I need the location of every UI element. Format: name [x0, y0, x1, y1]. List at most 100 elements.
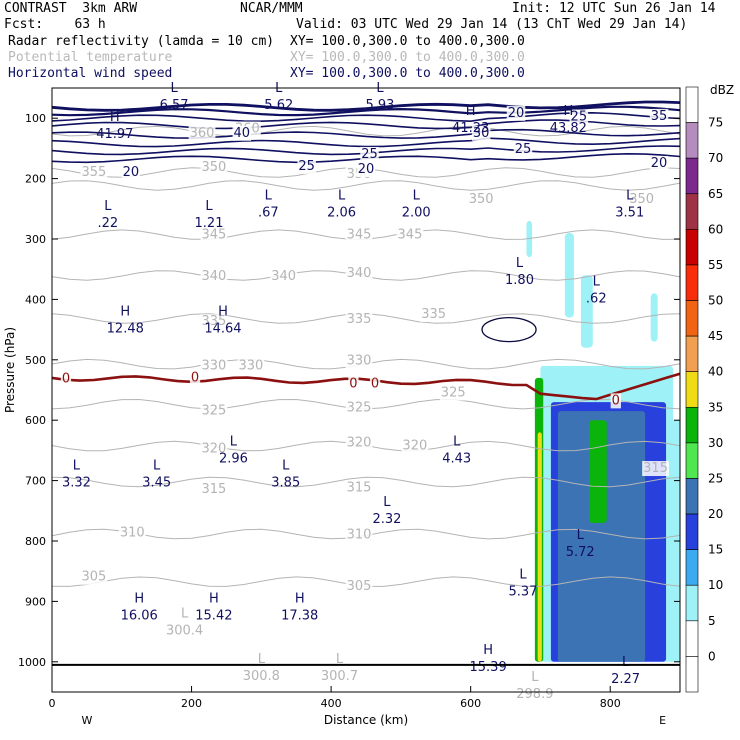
- extremum-kind: L: [205, 199, 213, 214]
- theta-label-bg: [345, 527, 373, 543]
- theta-label: 335: [347, 312, 372, 327]
- extremum-kind: H: [563, 104, 573, 119]
- extremum-value: 3.51: [615, 206, 644, 221]
- theta-label-bg: [188, 125, 216, 141]
- extremum-value: 2.06: [327, 206, 356, 221]
- extremum-value: 5.93: [365, 98, 394, 113]
- reflectivity-streak: [564, 232, 574, 318]
- colorbar-swatch: [685, 656, 699, 693]
- extremum-value: 15.42: [195, 608, 232, 623]
- forecast-hour: Fcst: 63 h: [4, 17, 106, 32]
- zero-line-label: 0: [191, 370, 199, 385]
- zero-line-label-bg: [60, 371, 72, 387]
- wind-label-bg: [232, 125, 252, 141]
- colorbar-swatch: [685, 335, 699, 373]
- colorbar: dBZ 0 5 10 15 20 25 30 35 40 45 50 55 60 65 70 75: [685, 83, 734, 693]
- extremum-kind: H: [110, 110, 120, 125]
- colorbar-swatch: [685, 264, 699, 301]
- reflectivity-streak: [580, 275, 593, 348]
- extremum-value: 1.21: [195, 216, 224, 231]
- theta-label-bg: [270, 268, 298, 284]
- extremum-value: 2.27: [611, 672, 640, 687]
- y-tick-label: 500: [25, 354, 46, 367]
- y-tick-label: 400: [25, 293, 46, 306]
- colorbar-tick-label: 20: [708, 507, 723, 521]
- zero-line-label: 0: [62, 372, 70, 387]
- theta-label-bg: [401, 438, 429, 454]
- extremum-kind: L: [230, 434, 238, 449]
- wind-label: 25: [571, 109, 588, 124]
- theta-label-bg: [345, 480, 373, 496]
- theta-label: 315: [347, 480, 372, 495]
- colorbar-swatch: [685, 86, 699, 123]
- wind-label: 20: [508, 106, 525, 121]
- extremum-value: 3.85: [271, 476, 300, 491]
- colorbar-swatch: [685, 122, 699, 159]
- colorbar-tick-label: 55: [708, 258, 723, 272]
- extremum-kind: L: [73, 459, 81, 474]
- reflectivity-region: [557, 411, 646, 662]
- theta-label-bg: [628, 192, 656, 208]
- extremum-kind: L: [275, 81, 283, 96]
- theta-label-bg: [237, 358, 265, 374]
- wind-line: [51, 100, 681, 112]
- extremum-kind: L: [413, 189, 421, 204]
- extremum-kind: L: [516, 256, 524, 271]
- x-tick-label: 200: [181, 697, 202, 710]
- valid-time: Valid: 03 UTC Wed 29 Jan 14 (13 ChT Wed …: [296, 17, 688, 32]
- x-tick-label: 400: [321, 697, 342, 710]
- colorbar-tick-label: 30: [708, 436, 723, 450]
- wind-label-bg: [513, 142, 533, 158]
- colorbar-swatch: [685, 478, 699, 515]
- extremum-value: 41.97: [96, 127, 133, 142]
- theta-label: 340: [347, 266, 372, 281]
- theta-extremum-kind: L: [336, 652, 344, 667]
- reflectivity-streak: [650, 293, 658, 342]
- extremum-value: 5.37: [509, 584, 538, 599]
- theta-label-bg: [200, 482, 228, 498]
- model-title: CONTRAST 3km ARW: [4, 1, 138, 16]
- extremum-kind: H: [209, 591, 219, 606]
- wind-label-bg: [121, 165, 141, 181]
- closed-contour: [481, 316, 537, 343]
- colorbar-tick-label: 15: [708, 543, 723, 557]
- colorbar-tick-label: 60: [708, 222, 723, 236]
- theta-label: 305: [81, 570, 106, 585]
- colorbar-tick-label: 70: [708, 151, 723, 165]
- zero-line-label-bg: [369, 376, 381, 392]
- theta-label: 315: [643, 461, 668, 476]
- theta-label: 325: [441, 386, 466, 401]
- y-tick-label: 800: [25, 535, 46, 548]
- theta-label-bg: [642, 461, 669, 477]
- colorbar-swatch: [685, 300, 699, 337]
- extremum-kind: L: [153, 459, 161, 474]
- zero-line-label-bg: [189, 370, 201, 386]
- theta-label: 340: [271, 269, 296, 284]
- theta-extremum-kind: L: [531, 670, 539, 685]
- theta-label-bg: [200, 314, 228, 330]
- field1-name: Radar reflectivity (lamda = 10 cm): [8, 34, 275, 49]
- theta-extremum-kind: L: [181, 607, 189, 622]
- theta-label-bg: [345, 578, 373, 594]
- extremum-kind: L: [622, 655, 630, 670]
- theta-label: 330: [238, 358, 263, 373]
- colorbar-tick-label: 5: [708, 614, 716, 628]
- wind-line: [51, 128, 681, 139]
- theta-label: 325: [347, 401, 372, 416]
- wind-label: 30: [473, 126, 490, 141]
- extremum-value: 16.06: [121, 608, 158, 623]
- init-time: Init: 12 UTC Sun 26 Jan 14: [512, 1, 716, 16]
- extremum-value: 15.39: [470, 660, 507, 675]
- x-tick-label: 0: [49, 697, 56, 710]
- theta-label: 315: [201, 482, 226, 497]
- theta-extremum-value: 300.8: [243, 669, 280, 684]
- theta-label: 335: [421, 307, 446, 322]
- extremum-value: 2.32: [372, 512, 401, 527]
- colorbar-swatch: [685, 193, 699, 230]
- extremum-kind: H: [218, 305, 228, 320]
- theta-label-bg: [345, 400, 373, 416]
- theta-label: 320: [347, 436, 372, 451]
- theta-label-bg: [345, 227, 373, 243]
